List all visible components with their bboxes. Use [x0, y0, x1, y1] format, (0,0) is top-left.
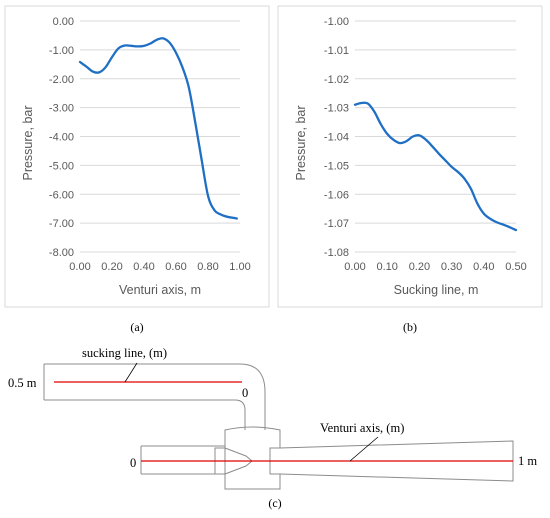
caption-c: (c): [268, 496, 281, 510]
venturi-diagram: sucking line, (m) 0.5 m 0 Venturi axis, …: [8, 346, 537, 510]
y-tick-label: -4.00: [49, 132, 74, 144]
x-tick-label: 0.30: [441, 261, 462, 273]
y-tick-label: -1.06: [324, 189, 349, 201]
x-tick-label: 0.60: [165, 261, 186, 273]
sucking-end-label: 0: [242, 386, 248, 400]
y-tick-label: -1.00: [324, 16, 349, 28]
chart-a-series-line: [78, 37, 238, 220]
x-tick-label: 0.80: [197, 261, 218, 273]
x-tick-label: 0.00: [69, 261, 90, 273]
x-tick-label: 0.00: [344, 261, 365, 273]
chart-a-y-axis-title: Pressure, bar: [21, 105, 35, 180]
x-tick-label: 1.00: [229, 261, 250, 273]
sucking-label-leader: [124, 362, 138, 383]
y-tick-label: -1.05: [324, 160, 349, 172]
chart-a-frame: [4, 5, 270, 308]
chart-b-series-line: [353, 101, 518, 232]
sucking-start-label: 0.5 m: [8, 376, 37, 390]
y-tick-label: -5.00: [49, 160, 74, 172]
chart-b-x-tick-labels: 0.00 0.10 0.20 0.30 0.40 0.50: [344, 261, 526, 273]
y-tick-label: -1.01: [324, 45, 349, 57]
y-tick-label: -1.02: [324, 74, 349, 86]
venturi-label-leader: [349, 436, 379, 462]
y-tick-label: 0.00: [53, 16, 74, 28]
y-tick-label: -8.00: [49, 247, 74, 259]
chart-a: 0.00 0.20 0.40 0.60 0.80 1.00 0.00 -1.00 -2.00 -…: [4, 5, 270, 308]
venturi-start-label: 0: [130, 456, 136, 470]
chart-a-y-tick-labels: 0.00 -1.00 -2.00 -3.00 -4.00 -5.00 -6.00 -7.00 -…: [49, 16, 74, 259]
x-tick-label: 0.40: [133, 261, 154, 273]
sucking-line-label: sucking line, (m): [82, 346, 167, 360]
chart-b-x-axis-title: Sucking line, m: [394, 283, 479, 297]
x-tick-label: 0.10: [376, 261, 397, 273]
caption-a: (a): [130, 320, 143, 334]
y-tick-label: -2.00: [49, 74, 74, 86]
mixing-chamber-outline: [214, 426, 281, 490]
y-tick-label: -1.04: [324, 132, 349, 144]
venturi-end-label: 1 m: [518, 454, 537, 468]
chart-b-gridlines: [355, 20, 516, 253]
y-tick-label: -1.07: [324, 218, 349, 230]
x-tick-label: 0.40: [473, 261, 494, 273]
chart-b: 0.00 0.10 0.20 0.30 0.40 0.50 -1.00 -1.01 -1.02…: [277, 5, 543, 308]
x-tick-label: 0.20: [409, 261, 430, 273]
y-tick-label: -7.00: [49, 218, 74, 230]
chart-b-y-axis-title: Pressure, bar: [294, 105, 308, 180]
venturi-axis-label: Venturi axis, (m): [320, 421, 404, 435]
y-tick-label: -1.00: [49, 45, 74, 57]
chart-a-x-tick-labels: 0.00 0.20 0.40 0.60 0.80 1.00: [69, 261, 250, 273]
y-tick-label: -3.00: [49, 103, 74, 115]
x-tick-label: 0.20: [101, 261, 122, 273]
y-tick-label: -1.03: [324, 103, 349, 115]
chart-b-y-tick-labels: -1.00 -1.01 -1.02 -1.03 -1.04 -1.05 -1.06 -1.07…: [324, 16, 349, 259]
inlet-pipe-outline: [140, 445, 225, 475]
y-tick-label: -1.08: [324, 247, 349, 259]
sucking-pipe-outline: [43, 363, 266, 430]
chart-a-x-axis-title: Venturi axis, m: [119, 283, 201, 297]
caption-b: (b): [403, 320, 417, 334]
x-tick-label: 0.50: [505, 261, 526, 273]
y-tick-label: -6.00: [49, 189, 74, 201]
chart-a-gridlines: [80, 20, 240, 253]
chart-b-frame: [277, 5, 543, 308]
